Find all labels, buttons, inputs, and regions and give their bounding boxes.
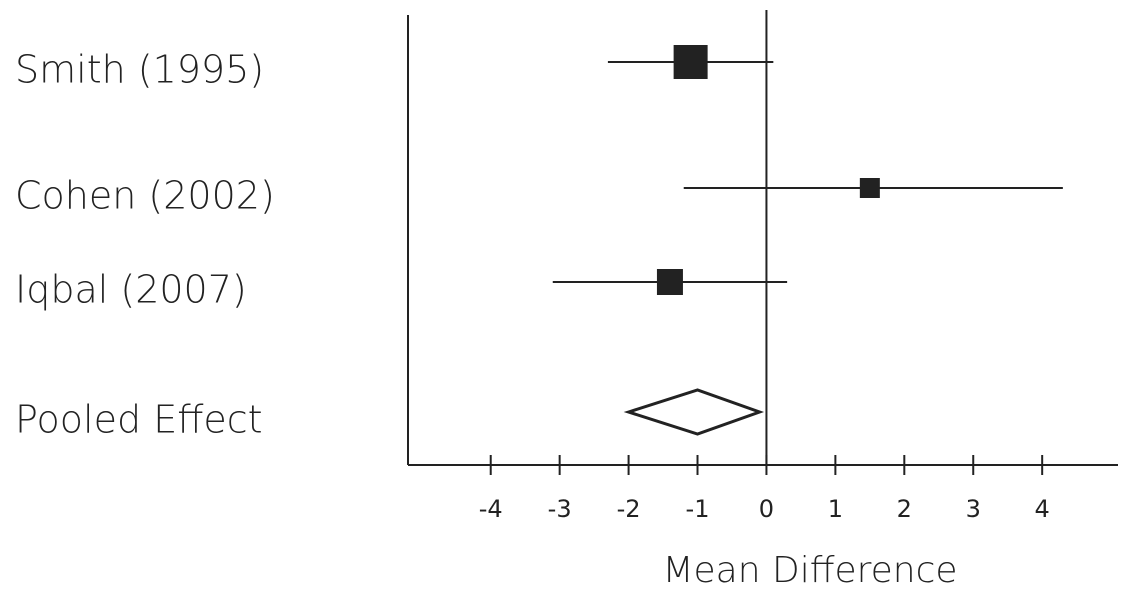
x-axis-label: Mean Difference — [662, 550, 957, 591]
x-tick-label: -3 — [548, 495, 572, 523]
x-tick-label: 0 — [759, 495, 774, 523]
point-estimate — [860, 178, 880, 198]
x-tick-label: 1 — [828, 495, 843, 523]
x-tick-label: 4 — [1035, 495, 1050, 523]
chart: Mean Difference -4 -3 -2 -1 0 1 2 3 4 Smith (1995… — [0, 0, 1121, 596]
x-tick-label: 2 — [897, 495, 912, 523]
study-label: Smith (1995) — [15, 48, 264, 92]
study-label: Cohen (2002) — [15, 174, 275, 218]
x-tick-label: -2 — [617, 495, 641, 523]
pooled-label: Pooled Effect — [15, 398, 263, 442]
x-tick-label: -4 — [479, 495, 503, 523]
point-estimate — [657, 269, 683, 295]
x-tick-label: -1 — [686, 495, 710, 523]
pooled-diamond — [629, 390, 760, 434]
x-tick-label: 3 — [966, 495, 981, 523]
study-label: Iqbal (2007) — [15, 268, 247, 312]
point-estimate — [674, 45, 708, 79]
